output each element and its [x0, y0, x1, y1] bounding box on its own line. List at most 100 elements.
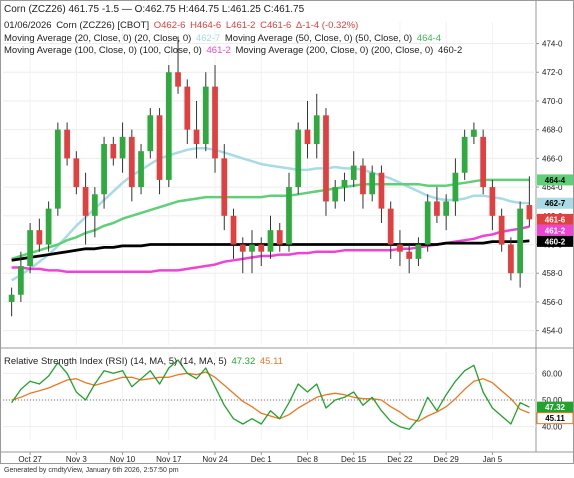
rsi-ma-label-box	[536, 412, 574, 425]
candle-body	[73, 158, 80, 188]
time-tick-label: Oct 27	[18, 455, 42, 464]
candle-body	[378, 172, 385, 209]
candle-body	[508, 244, 514, 274]
candle-body	[101, 144, 107, 195]
candle-body	[480, 136, 487, 188]
time-tick-label: Dec 15	[341, 455, 367, 464]
ma50-line	[11, 178, 530, 261]
ma20-value: 462-7	[195, 33, 221, 44]
candle-body	[64, 129, 70, 159]
time-tick-label: Dec 29	[433, 455, 459, 464]
candle-body	[175, 72, 181, 87]
price-label-box	[537, 213, 573, 225]
candle-body	[350, 165, 357, 180]
rsi-ma-value-label: 45.11	[545, 414, 565, 423]
rsi-tick-label: 60.00	[542, 369, 563, 378]
rsi-legend: Relative Strength Index (RSI) (14, MA, 5…	[4, 356, 285, 367]
candle-body	[8, 294, 15, 302]
candle-body	[165, 72, 172, 180]
chart-title: Corn (ZCZ26) 461.75 -1.5 — O:462.75 H:46…	[4, 4, 305, 15]
time-tick-label: Dec 22	[387, 455, 413, 464]
candle-body	[27, 230, 33, 267]
time-tick-label: Dec 1	[251, 455, 272, 464]
rsi-value-label: 47.32	[545, 403, 566, 412]
rsi-value: 47.32	[231, 356, 256, 367]
ma20-line	[10, 147, 530, 282]
candle-body	[406, 251, 413, 259]
candle-body	[323, 115, 329, 202]
candle-body	[276, 230, 283, 245]
candle-body	[202, 86, 209, 145]
candle-body	[230, 215, 237, 245]
price-tick-label: 464-0	[542, 183, 563, 192]
ma-legend-row-2: Moving Average (100, Close, 0) (100, Clo…	[4, 45, 464, 56]
candle-body	[313, 115, 320, 145]
candle-body	[128, 136, 135, 188]
rsi-ma-line	[11, 371, 530, 422]
ma50-label: Moving Average (50, Close, 0) (50, Close…	[224, 33, 413, 44]
ohlc-name: Corn (ZCZ26) [CBOT]	[56, 20, 150, 31]
price-tick-label: 470-0	[542, 97, 563, 106]
candle-body	[332, 187, 339, 202]
candle-body	[461, 136, 468, 173]
price-tick-label: 474-0	[542, 40, 563, 49]
rsi-line	[11, 359, 530, 430]
candle-body	[91, 194, 98, 216]
candle-body	[489, 187, 496, 216]
candle-body	[212, 86, 218, 159]
ohlc-line: 01/06/2026 Corn (ZCZ26) [CBOT] O462-6 H4…	[4, 20, 360, 31]
rsi-ma-value: 45.11	[259, 356, 283, 367]
candle-body	[193, 129, 200, 145]
candle-body	[147, 115, 154, 152]
candle-body	[221, 158, 228, 216]
candle-body	[286, 187, 292, 245]
price-label-close: 461-6	[545, 215, 566, 224]
price-tick-label: 466-0	[542, 154, 563, 163]
candle-body	[258, 244, 265, 252]
candle-body	[45, 208, 52, 245]
candle-body	[397, 244, 403, 252]
ohlc-high: H464-6	[190, 20, 222, 31]
ma100-value: 461-2	[206, 45, 231, 56]
time-tick-label: Dec 8	[297, 455, 318, 464]
time-tick-label: Nov 10	[110, 455, 136, 464]
candle-body	[424, 201, 431, 245]
candle-body	[36, 230, 43, 245]
candle-body	[387, 208, 394, 245]
price-label-ma100: 461-2	[545, 226, 566, 235]
ma100-label: Moving Average (100, Close, 0) (100, Clo…	[4, 45, 202, 56]
price-label-ma200: 460-2	[545, 237, 566, 246]
price-label-ma50: 464-4	[545, 176, 566, 185]
price-tick-label: 456-0	[542, 298, 563, 307]
price-label-box	[537, 197, 573, 209]
time-tick-label: Nov 3	[66, 455, 87, 464]
candle-body	[304, 129, 311, 145]
candle-body	[471, 129, 477, 137]
candle-body	[18, 266, 24, 295]
time-tick-label: Nov 24	[202, 455, 228, 464]
candle-body	[526, 205, 533, 220]
candle-body	[415, 244, 422, 259]
ohlc-open: O462-6	[153, 20, 186, 31]
footer-credit: Generated by cmdtyView, January 6th 2026…	[4, 467, 179, 474]
price-tick-label: 468-0	[542, 126, 563, 135]
price-label-box	[537, 224, 573, 236]
ohlc-change: Δ-1-4 (-0.32%)	[295, 20, 359, 31]
price-label-box	[537, 235, 573, 247]
candle-body	[498, 215, 505, 245]
price-label-box	[537, 174, 573, 186]
candle-body	[138, 151, 144, 188]
ohlc-close: C461-6	[260, 20, 292, 31]
rsi-label: Relative Strength Index (RSI) (14, MA, 5…	[4, 356, 227, 367]
ma20-label: Moving Average (20, Close, 0) (20, Close…	[4, 33, 192, 44]
candle-body	[239, 244, 246, 252]
ma200-label: Moving Average (200, Close, 0) (200, Clo…	[235, 45, 434, 56]
candle-body	[517, 208, 523, 274]
price-tick-label: 458-0	[542, 269, 563, 278]
time-tick-label: Nov 17	[156, 455, 182, 464]
candle-body	[184, 86, 191, 130]
ma200-value: 460-2	[437, 45, 463, 56]
candle-body	[267, 230, 274, 252]
